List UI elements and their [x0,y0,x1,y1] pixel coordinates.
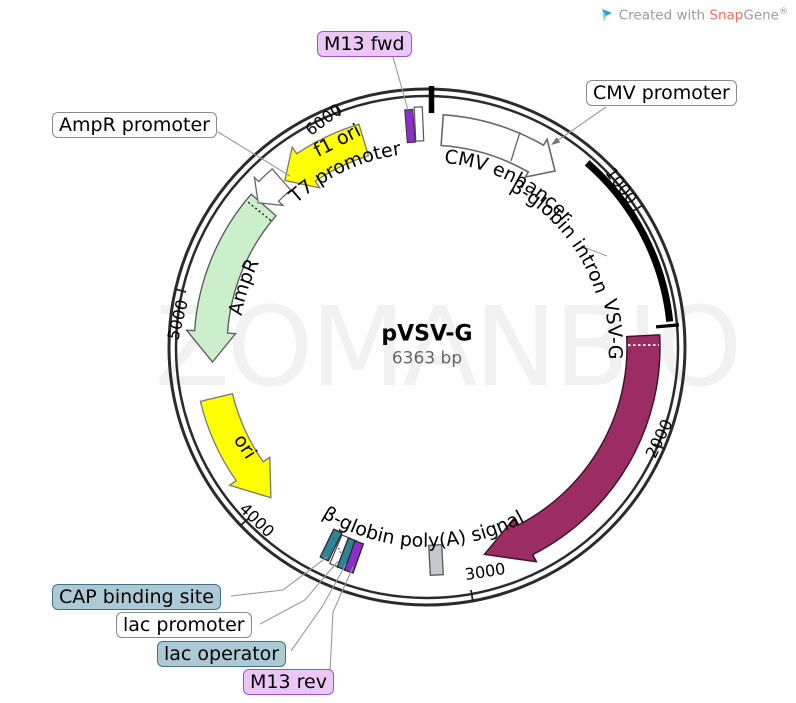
cmv-promoter-leader [556,106,607,142]
tick-3000 [470,589,474,603]
credit-text: Created with SnapGene® [618,7,788,24]
credit-brand-gene: Gene [743,7,779,24]
tick-1000 [632,204,644,212]
feature-m13-fwd[interactable] [404,108,416,144]
feature-t7-promoter-marker[interactable] [413,106,425,142]
feature-polya-marker[interactable] [428,543,444,577]
feature-ori[interactable] [199,392,272,499]
scale-ticks [174,104,666,603]
lac-operator-leader [290,563,347,652]
feature-ampr-promoter[interactable] [253,167,292,207]
plasmid-name: pVSV-G [381,321,473,347]
credit-brand-snap: Snap [709,7,744,24]
lac-promoter-leader [259,560,339,625]
tick-5000 [174,288,187,293]
cap-binding-site-leader [230,556,328,597]
bglobin-intron-end-bar [655,323,680,329]
cmv-promoter-leader-arrowhead [551,137,561,145]
plasmid-title-block: pVSV-G 6363 bp [381,322,472,369]
feature-m13-rev[interactable] [343,540,365,574]
callout-lac-promoter[interactable]: lac promoter [116,612,252,638]
tick-6000 [335,104,341,117]
bglobin-intron-leader-line [580,245,608,257]
tick-label-3000: 3000 [464,559,507,584]
feature-cmv-enhancer[interactable] [440,113,556,179]
ampr-start-dotted-line [246,200,272,221]
feature-vsv-g[interactable] [483,334,661,563]
cmv-promoter-boundary-line [510,131,521,162]
leader-lines [217,56,607,672]
m13-rev-leader [329,566,354,672]
callout-lac-operator[interactable]: lac operator [157,641,287,667]
callout-ampr-promoter[interactable]: AmpR promoter [52,112,217,138]
feature-f1-ori[interactable] [284,123,370,189]
plasmid-backbone-outer [167,87,687,607]
m13-fwd-leader [392,56,409,111]
tick-2000 [653,443,666,450]
callout-cap-binding-site[interactable]: CAP binding site [52,584,221,610]
ampr-promoter-leader [217,131,291,177]
lac-promoter-dotted-fill [333,537,347,565]
snapgene-logo-icon [601,8,612,22]
plasmid-size: 6363 bp [391,348,463,369]
callout-m13-rev[interactable]: M13 rev [243,669,334,695]
tick-label-4000: 4000 [236,499,278,541]
credit-registered-mark: ® [779,7,788,17]
tick-4000 [239,517,250,527]
plasmid-backbone-inner [174,94,680,600]
feature-bglobin-intron[interactable] [584,160,674,322]
label-bglobin-intron[interactable]: β-globin intron [507,175,613,296]
callout-cmv-promoter[interactable]: CMV promoter [586,80,737,106]
callout-m13-fwd[interactable]: M13 fwd [317,31,412,57]
feature-ampr[interactable] [185,193,277,364]
snapgene-credit: Created with SnapGene® [599,7,788,24]
